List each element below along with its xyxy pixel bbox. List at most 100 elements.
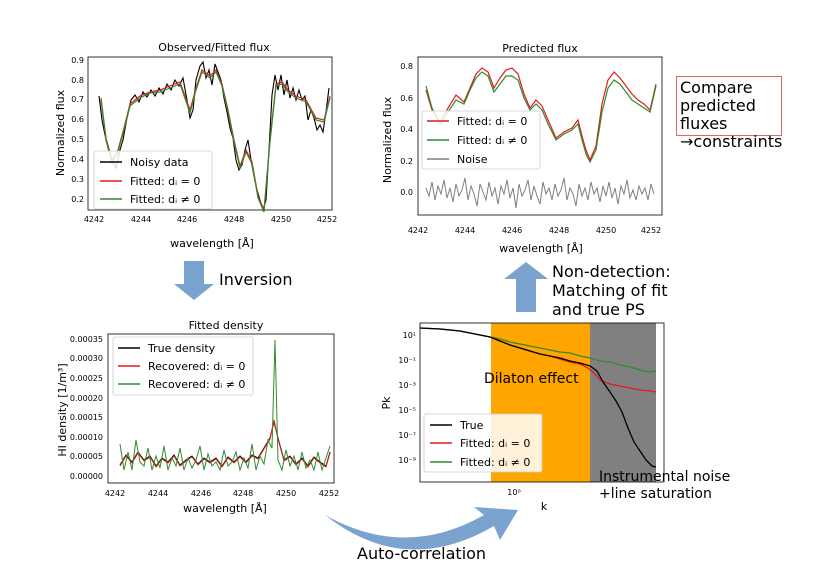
power-legend-fittedN: Fitted: dᵢ ≠ 0 — [460, 456, 530, 469]
predicted-ytick: 0.4 — [400, 125, 413, 134]
predicted-noise-line — [425, 177, 655, 209]
predicted-ylabel: Normalized flux — [381, 96, 394, 183]
observed-xtick: 4242 — [84, 215, 104, 224]
density-ytick: 0.00035 — [70, 335, 103, 344]
power-ytick: 10⁻¹ — [398, 356, 416, 365]
predicted-plot-frame — [417, 56, 663, 216]
density-panel: Fitted density 0.00035 0.00030 0.00025 0… — [56, 319, 339, 515]
power-inst-label-2: +line saturation — [599, 486, 712, 502]
observed-ytick: 0.9 — [71, 56, 84, 65]
predicted-ytick: 0.0 — [400, 188, 413, 197]
predicted-legend: Fitted: dᵢ = 0 Fitted: dᵢ ≠ 0 Noise — [421, 110, 541, 170]
density-ytick: 0.00030 — [70, 354, 103, 363]
density-xtick: 4246 — [191, 489, 211, 498]
predicted-xtick: 4252 — [641, 226, 661, 235]
density-xtick: 4252 — [319, 489, 339, 498]
power-xlabel: k — [541, 500, 548, 513]
power-inst-label-1: Instrumental noise — [599, 469, 730, 485]
predicted-legend-fittedN: Fitted: dᵢ ≠ 0 — [457, 134, 527, 147]
observed-xtick: 4252 — [317, 215, 337, 224]
density-xtick: 4242 — [105, 489, 125, 498]
predicted-fitted0-line — [425, 67, 657, 162]
power-ytick: 10¹ — [403, 331, 416, 340]
power-legend-box — [423, 413, 543, 473]
power-ytick: 10⁻⁹ — [398, 456, 416, 465]
power-legend-fitted0: Fitted: dᵢ = 0 — [460, 437, 530, 450]
observed-ytick: 0.7 — [71, 95, 84, 104]
observed-legend: Noisy data Fitted: dᵢ = 0 Fitted: dᵢ ≠ 0 — [93, 150, 213, 210]
density-legend-box — [112, 336, 254, 396]
observed-ytick: 0.2 — [71, 195, 84, 204]
density-xtick: 4248 — [233, 489, 253, 498]
autocorrelation-label: Auto-correlation — [357, 544, 487, 563]
predicted-xticks: 4242 4244 4246 4248 4250 4252 — [408, 226, 661, 235]
power-ytick: 10⁻⁵ — [398, 406, 416, 415]
compare-line2: predicted fluxes — [680, 96, 756, 133]
density-recN-line — [119, 339, 331, 472]
observed-ytick: 0.3 — [71, 175, 84, 184]
predicted-legend-noise: Noise — [457, 153, 488, 166]
power-ytick: 10⁻³ — [398, 381, 416, 390]
observed-xticks: 4242 4244 4246 4248 4250 4252 — [84, 215, 337, 224]
power-legend-true: True — [459, 419, 484, 432]
observed-fitted0-line — [100, 68, 331, 211]
predicted-ytick: 0.2 — [400, 157, 413, 166]
predicted-title: Predicted flux — [502, 42, 578, 55]
observed-xtick: 4246 — [177, 215, 197, 224]
power-dilaton-label: Dilaton effect — [484, 371, 579, 387]
predicted-xtick: 4244 — [455, 226, 475, 235]
density-ylabel: HI density [1/m³] — [56, 363, 69, 456]
predicted-yticks: 0.8 0.6 0.4 0.2 0.0 — [400, 62, 413, 197]
power-ylabel: Pk — [380, 396, 393, 410]
density-ytick: 0.00000 — [70, 472, 103, 481]
compare-constraints-box: Compare predicted fluxes →constraints — [676, 76, 782, 151]
density-rec0-line — [119, 419, 331, 468]
observed-yticks: 0.9 0.8 0.7 0.6 0.5 0.4 0.3 0.2 — [71, 56, 84, 204]
predicted-xtick: 4246 — [502, 226, 522, 235]
autocorrelation-arrow-icon — [325, 507, 518, 550]
density-ytick: 0.00010 — [70, 433, 103, 442]
predicted-panel: Predicted flux 0.8 0.6 0.4 0.2 0.0 4242 … — [381, 42, 663, 255]
observed-ylabel: Normalized flux — [54, 89, 67, 176]
nondetection-label-line1: Non-detection: — [552, 262, 671, 281]
inversion-arrow-icon — [174, 261, 214, 300]
density-legend-true: True density — [147, 342, 216, 355]
observed-legend-fittedN: Fitted: dᵢ ≠ 0 — [130, 193, 200, 206]
predicted-ytick: 0.6 — [400, 94, 413, 103]
predicted-fittedN-line — [425, 71, 657, 164]
observed-panel: Observed/Fitted flux 0.9 0.8 0.7 0.6 0.5… — [54, 41, 337, 250]
power-plot-frame — [419, 322, 665, 483]
density-title: Fitted density — [189, 319, 264, 332]
density-xticks: 4242 4244 4246 4248 4250 4252 — [105, 489, 339, 498]
power-panel: 10¹ 10⁻¹ 10⁻³ 10⁻⁵ 10⁻⁷ 10⁻⁹ 10⁰ k Pk Di… — [380, 322, 730, 513]
power-true-line — [419, 327, 657, 468]
observed-xtick: 4250 — [271, 215, 291, 224]
predicted-ytick: 0.8 — [400, 62, 413, 71]
power-ytick: 10⁻⁷ — [398, 431, 416, 440]
observed-ytick: 0.4 — [71, 155, 84, 164]
observed-legend-noisy: Noisy data — [130, 156, 189, 169]
density-legend-recN: Recovered: dᵢ ≠ 0 — [148, 378, 245, 391]
density-legend: True density Recovered: dᵢ = 0 Recovered… — [112, 336, 254, 396]
observed-xtick: 4248 — [224, 215, 244, 224]
nondetection-label-line2: Matching of fit — [552, 281, 668, 300]
predicted-xlabel: wavelength [Å] — [499, 242, 583, 255]
power-xtick: 10⁰ — [507, 488, 520, 497]
observed-ytick: 0.8 — [71, 76, 84, 85]
density-plot-frame — [107, 333, 335, 484]
density-xtick: 4244 — [148, 489, 168, 498]
observed-xtick: 4244 — [131, 215, 151, 224]
power-gray-region — [590, 323, 656, 482]
observed-legend-fitted0: Fitted: dᵢ = 0 — [130, 175, 200, 188]
density-ytick: 0.00015 — [70, 413, 103, 422]
predicted-legend-box — [421, 110, 541, 170]
predicted-xtick: 4250 — [596, 226, 616, 235]
nondetection-arrow-icon — [504, 262, 548, 312]
compare-line1: Compare — [680, 78, 753, 97]
observed-plot-frame — [87, 56, 333, 211]
density-legend-rec0: Recovered: dᵢ = 0 — [148, 360, 245, 373]
density-yticks: 0.00035 0.00030 0.00025 0.00020 0.00015 … — [70, 335, 103, 481]
density-xlabel: wavelength [Å] — [183, 502, 267, 515]
predicted-legend-fitted0: Fitted: dᵢ = 0 — [457, 115, 527, 128]
